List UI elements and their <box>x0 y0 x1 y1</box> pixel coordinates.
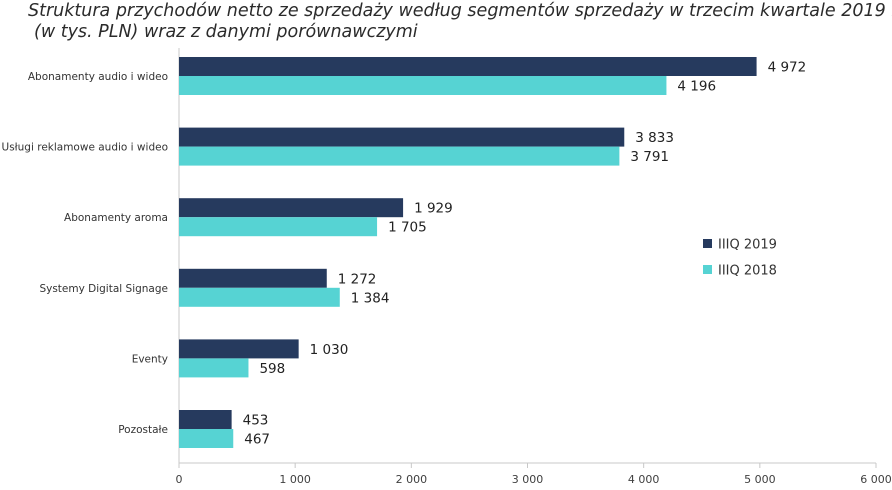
data-label: 467 <box>244 432 270 448</box>
data-label: 4 972 <box>768 60 807 76</box>
bar-iiiq2019 <box>179 198 404 218</box>
data-label: 1 272 <box>338 271 377 287</box>
legend-swatch <box>703 239 712 248</box>
bar-iiiq2019 <box>179 57 757 76</box>
data-label: 598 <box>259 361 285 377</box>
chart-title-line-1: Struktura przychodów netto ze sprzedaży … <box>28 1 892 21</box>
x-tick-label: 5 000 <box>744 473 776 486</box>
bar-iiiq2019 <box>179 127 625 147</box>
data-label: 1 384 <box>351 290 390 306</box>
x-tick-label: 3 000 <box>512 473 544 486</box>
x-tick-label: 2 000 <box>396 473 428 486</box>
data-label: 453 <box>243 413 269 429</box>
data-label: 1 929 <box>414 201 453 217</box>
x-tick-label: 1 000 <box>279 473 311 486</box>
bar-iiiq2018 <box>179 217 378 237</box>
bar-iiiq2018 <box>179 287 340 307</box>
bar-iiiq2018 <box>179 358 249 378</box>
category-label: Eventy <box>132 353 168 365</box>
data-label: 3 833 <box>635 130 674 146</box>
data-label: 1 705 <box>388 220 427 236</box>
bar-iiiq2019 <box>179 339 299 359</box>
legend-label: IIIQ 2018 <box>718 264 777 279</box>
chart-title-line-2: (w tys. PLN) wraz z danymi porównawczymi <box>34 22 418 42</box>
legend-swatch <box>703 265 712 274</box>
bar-iiiq2018 <box>179 429 234 448</box>
x-tick-label: 0 <box>176 473 183 486</box>
x-tick-label: 4 000 <box>628 473 660 486</box>
category-label: Usługi reklamowe audio i wideo <box>2 142 168 154</box>
data-label: 1 030 <box>310 342 349 358</box>
bar-iiiq2019 <box>179 268 327 288</box>
bar-iiiq2018 <box>179 76 667 95</box>
data-label: 4 196 <box>677 79 716 95</box>
chart-title: Struktura przychodów netto ze sprzedaży … <box>28 1 892 43</box>
bar-iiiq2018 <box>179 146 620 166</box>
category-label: Systemy Digital Signage <box>39 283 168 295</box>
data-label: 3 791 <box>630 149 669 165</box>
legend-label: IIIQ 2019 <box>718 238 777 253</box>
category-label: Pozostałe <box>118 424 168 436</box>
bar-iiiq2019 <box>179 410 232 429</box>
category-label: Abonamenty audio i wideo <box>28 71 168 83</box>
category-label: Abonamenty aroma <box>64 212 168 224</box>
x-tick-label: 6 000 <box>860 473 892 486</box>
